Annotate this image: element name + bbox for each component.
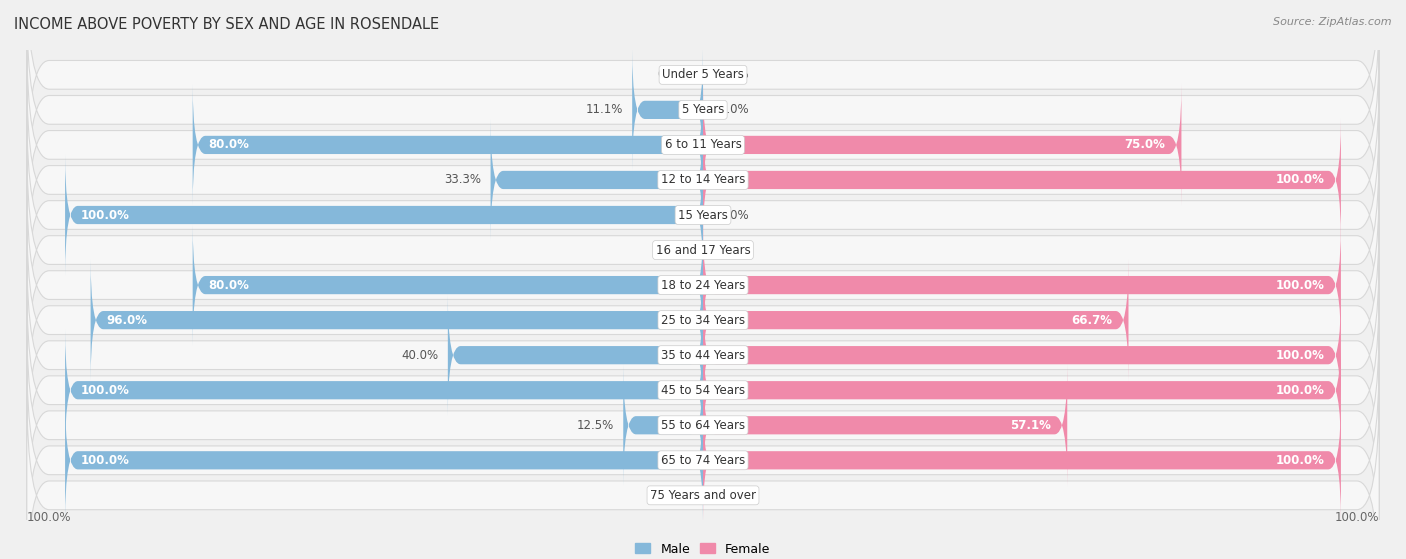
- Text: 0.0%: 0.0%: [718, 489, 748, 502]
- FancyBboxPatch shape: [27, 317, 1379, 533]
- FancyBboxPatch shape: [27, 37, 1379, 253]
- Text: 18 to 24 Years: 18 to 24 Years: [661, 278, 745, 292]
- Text: 25 to 34 Years: 25 to 34 Years: [661, 314, 745, 326]
- FancyBboxPatch shape: [27, 0, 1379, 183]
- Text: 100.0%: 100.0%: [82, 454, 129, 467]
- Text: 0.0%: 0.0%: [718, 209, 748, 221]
- Text: 66.7%: 66.7%: [1071, 314, 1112, 326]
- FancyBboxPatch shape: [491, 119, 703, 241]
- FancyBboxPatch shape: [27, 212, 1379, 428]
- FancyBboxPatch shape: [27, 282, 1379, 499]
- FancyBboxPatch shape: [449, 294, 703, 416]
- FancyBboxPatch shape: [27, 2, 1379, 218]
- FancyBboxPatch shape: [65, 329, 703, 451]
- Text: 0.0%: 0.0%: [658, 68, 688, 82]
- Text: 12.5%: 12.5%: [576, 419, 613, 432]
- Text: Source: ZipAtlas.com: Source: ZipAtlas.com: [1274, 17, 1392, 27]
- FancyBboxPatch shape: [27, 107, 1379, 323]
- FancyBboxPatch shape: [65, 399, 703, 522]
- FancyBboxPatch shape: [65, 154, 703, 276]
- Text: 100.0%: 100.0%: [27, 510, 72, 524]
- Text: 11.1%: 11.1%: [585, 103, 623, 116]
- Text: 75.0%: 75.0%: [1125, 139, 1166, 151]
- FancyBboxPatch shape: [703, 224, 1341, 346]
- Text: 35 to 44 Years: 35 to 44 Years: [661, 349, 745, 362]
- Text: 65 to 74 Years: 65 to 74 Years: [661, 454, 745, 467]
- Text: 100.0%: 100.0%: [1277, 383, 1324, 397]
- FancyBboxPatch shape: [27, 352, 1379, 559]
- FancyBboxPatch shape: [27, 142, 1379, 358]
- Text: INCOME ABOVE POVERTY BY SEX AND AGE IN ROSENDALE: INCOME ABOVE POVERTY BY SEX AND AGE IN R…: [14, 17, 439, 32]
- FancyBboxPatch shape: [27, 177, 1379, 394]
- Text: 15 Years: 15 Years: [678, 209, 728, 221]
- FancyBboxPatch shape: [27, 247, 1379, 463]
- FancyBboxPatch shape: [703, 399, 1341, 522]
- FancyBboxPatch shape: [193, 84, 703, 206]
- FancyBboxPatch shape: [703, 259, 1129, 381]
- FancyBboxPatch shape: [193, 224, 703, 346]
- Text: 0.0%: 0.0%: [718, 103, 748, 116]
- Text: 100.0%: 100.0%: [1277, 454, 1324, 467]
- Text: 0.0%: 0.0%: [658, 489, 688, 502]
- Text: 33.3%: 33.3%: [444, 173, 481, 187]
- FancyBboxPatch shape: [623, 364, 703, 486]
- Text: 0.0%: 0.0%: [718, 244, 748, 257]
- Text: 100.0%: 100.0%: [1334, 510, 1379, 524]
- Text: 57.1%: 57.1%: [1011, 419, 1052, 432]
- FancyBboxPatch shape: [633, 49, 703, 171]
- Text: 80.0%: 80.0%: [208, 139, 249, 151]
- Text: 75 Years and over: 75 Years and over: [650, 489, 756, 502]
- Text: 16 and 17 Years: 16 and 17 Years: [655, 244, 751, 257]
- Text: 100.0%: 100.0%: [1277, 278, 1324, 292]
- Text: 45 to 54 Years: 45 to 54 Years: [661, 383, 745, 397]
- Text: 100.0%: 100.0%: [82, 383, 129, 397]
- Text: 80.0%: 80.0%: [208, 278, 249, 292]
- FancyBboxPatch shape: [90, 259, 703, 381]
- Text: 40.0%: 40.0%: [401, 349, 439, 362]
- FancyBboxPatch shape: [703, 294, 1341, 416]
- FancyBboxPatch shape: [703, 329, 1341, 451]
- FancyBboxPatch shape: [703, 364, 1067, 486]
- FancyBboxPatch shape: [703, 84, 1181, 206]
- Text: 0.0%: 0.0%: [718, 68, 748, 82]
- Text: 100.0%: 100.0%: [1277, 173, 1324, 187]
- Text: 5 Years: 5 Years: [682, 103, 724, 116]
- Text: 0.0%: 0.0%: [658, 244, 688, 257]
- Text: Under 5 Years: Under 5 Years: [662, 68, 744, 82]
- FancyBboxPatch shape: [27, 72, 1379, 288]
- Text: 6 to 11 Years: 6 to 11 Years: [665, 139, 741, 151]
- Text: 100.0%: 100.0%: [82, 209, 129, 221]
- Legend: Male, Female: Male, Female: [630, 538, 776, 559]
- Text: 55 to 64 Years: 55 to 64 Years: [661, 419, 745, 432]
- FancyBboxPatch shape: [27, 387, 1379, 559]
- Text: 100.0%: 100.0%: [1277, 349, 1324, 362]
- Text: 96.0%: 96.0%: [107, 314, 148, 326]
- Text: 12 to 14 Years: 12 to 14 Years: [661, 173, 745, 187]
- FancyBboxPatch shape: [703, 119, 1341, 241]
